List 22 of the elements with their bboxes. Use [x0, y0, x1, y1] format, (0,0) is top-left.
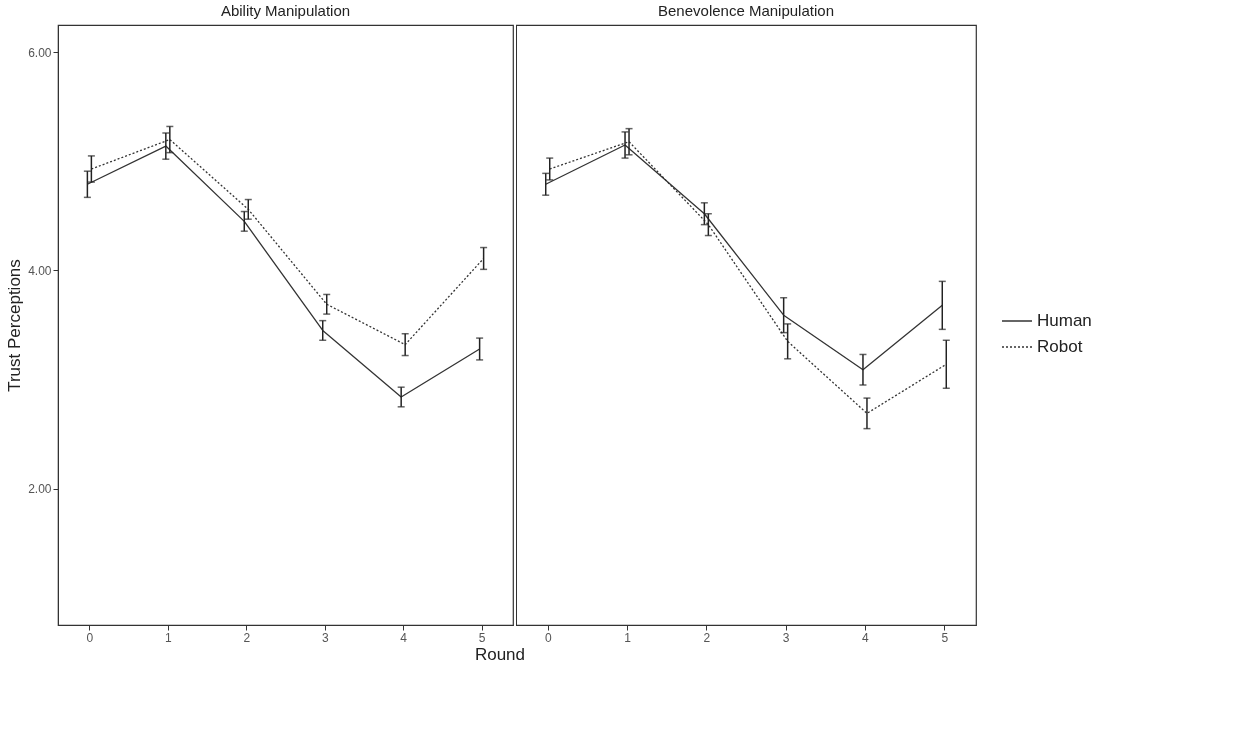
legend-label: Human	[1037, 311, 1092, 330]
x-tick-label: 4	[400, 630, 408, 645]
x-tick-label: 5	[941, 630, 949, 645]
x-tick-label: 2	[243, 630, 251, 645]
y-tick-label: 2.00	[28, 482, 52, 497]
x-tick-label: 3	[321, 630, 329, 645]
line-series	[86, 145, 481, 398]
chart-title: Benevolence Manipulation	[658, 2, 834, 19]
x-tick-label: 1	[624, 630, 632, 645]
y-tick-label: 6.00	[28, 45, 52, 60]
legend-label: Robot	[1037, 337, 1083, 356]
y-tick-label: 4.00	[28, 263, 52, 278]
x-tick-label: 3	[782, 630, 790, 645]
x-tick-label: 4	[862, 630, 870, 645]
x-tick-label: 2	[703, 630, 711, 645]
y-axis-title: Trust Perceptions	[5, 259, 25, 392]
chart-title: Ability Manipulation	[220, 2, 351, 19]
x-tick-label: 5	[478, 630, 486, 645]
x-tick-label: 1	[164, 630, 172, 645]
x-tick-label: 0	[544, 630, 552, 645]
x-axis-title: Round	[473, 645, 527, 665]
x-tick-label: 0	[86, 630, 94, 645]
